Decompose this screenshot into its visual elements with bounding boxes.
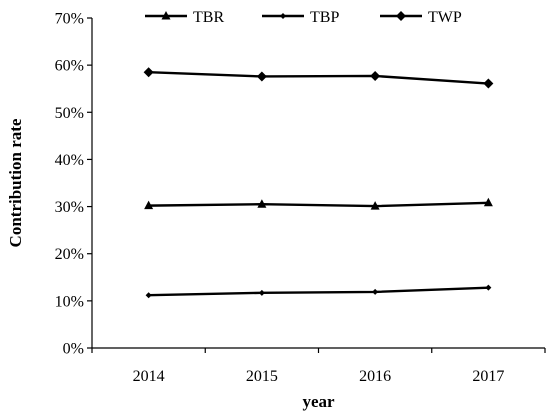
series-group [143,67,494,299]
legend-marker [396,11,406,21]
data-point-tbp [258,289,265,296]
data-point-tbp [145,292,152,299]
legend: TBR TBP TWP [145,9,462,26]
legend-item-twp: TWP [380,9,462,26]
x-tick-label: 2014 [133,368,165,385]
data-point-tbr [144,200,154,210]
x-ticks: 2014 2015 2016 2017 [91,348,546,385]
y-tick-label: 20% [55,246,84,263]
legend-marker [280,13,286,19]
x-tick-label: 2016 [359,368,391,385]
legend-item-tbp: TBP [262,9,339,26]
y-tick-label: 50% [55,105,84,122]
data-point-twp [483,78,494,89]
x-tick-label: 2017 [472,368,504,385]
series-line-tbr [148,201,489,208]
data-point-tbr [257,199,267,208]
data-point-tbr [370,201,380,210]
series-line-twp [148,71,489,85]
legend-label: TBR [193,9,224,26]
y-tick-label: 40% [55,152,84,169]
data-point-tbr [483,197,493,207]
legend-marker [161,11,171,20]
y-axis-title: Contribution rate [6,118,25,247]
x-axis-title: year [302,392,335,411]
data-point-twp [256,71,267,82]
series-twp [143,67,494,89]
y-tick-label: 30% [55,199,84,216]
series-line-tbp [148,286,489,297]
y-ticks: 0% 10% 20% 30% 40% 50% 60% 70% [55,11,92,358]
x-tick-label: 2015 [246,368,278,385]
y-tick-label: 10% [55,293,84,310]
data-point-twp [143,67,154,78]
y-tick-label: 60% [55,58,84,75]
data-point-tbp [372,288,379,295]
series-tbp [145,284,492,299]
y-tick-label: 0% [63,341,84,358]
data-point-tbp [485,284,492,291]
series-tbr [144,197,493,210]
legend-item-tbr: TBR [145,9,224,26]
y-tick-label: 70% [55,11,84,28]
legend-label: TBP [310,9,339,26]
data-point-twp [370,70,381,81]
legend-label: TWP [428,9,462,26]
